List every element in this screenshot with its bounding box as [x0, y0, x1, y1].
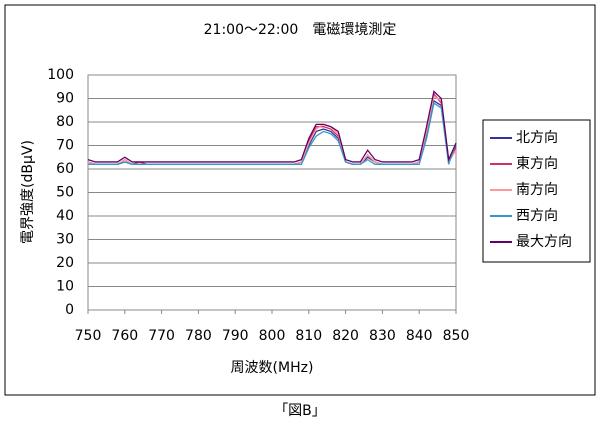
x-tick-label: 790: [222, 328, 249, 344]
x-tick-label: 850: [443, 328, 470, 344]
x-tick-label: 800: [259, 328, 286, 344]
legend-label: 南方向: [516, 182, 558, 198]
legend-label: 最大方向: [516, 234, 572, 250]
chart-title: 21:00～22:00 電磁環境測定: [204, 22, 397, 38]
series-line: [88, 102, 457, 165]
x-tick-label: 780: [185, 328, 212, 344]
x-tick-label: 770: [148, 328, 175, 344]
y-tick-label: 50: [56, 185, 74, 201]
x-tick-label: 810: [295, 328, 322, 344]
y-tick-label: 90: [56, 91, 74, 107]
legend-label: 北方向: [516, 130, 558, 146]
y-tick-label: 40: [56, 208, 74, 224]
x-axis-title: 周波数(MHz): [231, 360, 314, 376]
caption: 「図B」: [274, 403, 326, 419]
y-tick-label: 0: [65, 302, 74, 318]
plot-border: [87, 74, 457, 311]
y-tick-label: 60: [56, 161, 74, 177]
legend-label: 西方向: [516, 208, 558, 224]
y-axis-title: 電界強度(dBμV): [20, 140, 36, 244]
x-tick-label: 750: [75, 328, 102, 344]
y-tick-label: 70: [56, 138, 74, 154]
series-line: [87, 90, 457, 163]
x-tick-label: 840: [406, 328, 433, 344]
legend-label: 東方向: [516, 156, 558, 172]
x-tick-label: 830: [369, 328, 396, 344]
x-tick-label: 820: [332, 328, 359, 344]
y-tick-label: 30: [56, 232, 74, 248]
x-tick-label: 760: [111, 328, 138, 344]
y-tick-label: 20: [56, 255, 74, 271]
y-tick-label: 80: [56, 114, 74, 130]
y-tick-label: 10: [56, 279, 74, 295]
y-tick-label: 100: [47, 67, 74, 83]
